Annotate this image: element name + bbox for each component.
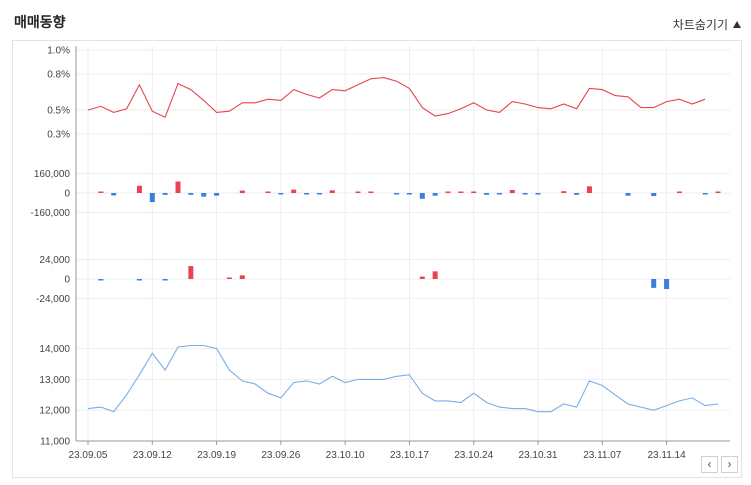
institution-bar (509, 189, 515, 193)
chevron-left-icon: ‹ (707, 457, 712, 471)
price-tick-label: 11,000 (40, 437, 70, 448)
ratio-series-line (87, 77, 706, 118)
foreign-bar (664, 279, 670, 290)
institution-bar (419, 193, 425, 199)
institution-bar (175, 181, 181, 193)
hide-chart-label: 차트숨기기 (672, 18, 728, 32)
x-tick-label: 23.10.17 (390, 450, 429, 461)
institution-bar (574, 193, 580, 195)
x-tick-label: 23.11.07 (583, 450, 622, 461)
institution-bar (458, 191, 464, 193)
institution-bar (471, 191, 477, 193)
foreign-bar (239, 275, 245, 279)
institution-bar (136, 185, 142, 193)
foreign-bar (432, 271, 438, 279)
institution-bar (304, 193, 310, 195)
chart-frame (12, 40, 742, 478)
chevron-right-icon: › (727, 457, 732, 471)
institution-bar (535, 193, 541, 195)
institution-tick-label: -160,000 (31, 208, 71, 219)
institution-bar (484, 193, 490, 195)
institution-bar (239, 190, 245, 193)
ratio-tick-label: 0.8% (47, 70, 70, 81)
foreign-bar (651, 279, 657, 288)
price-tick-label: 13,000 (39, 375, 70, 386)
foreign-bar (162, 279, 168, 281)
institution-bar (188, 193, 194, 195)
institution-bar (676, 191, 682, 193)
institution-bar (561, 191, 567, 193)
foreign-tick-label: 24,000 (39, 255, 70, 266)
institution-bar (522, 193, 528, 195)
foreign-bar (419, 276, 425, 279)
institution-bar (355, 191, 361, 193)
institution-bar (702, 193, 708, 195)
institution-bar (278, 193, 284, 195)
foreign-bar (188, 266, 194, 279)
ratio-tick-label: 0.3% (47, 130, 70, 141)
next-button[interactable]: › (721, 456, 738, 473)
price-tick-label: 14,000 (39, 344, 70, 355)
institution-bar (214, 193, 220, 196)
x-tick-label: 23.09.26 (261, 450, 300, 461)
ratio-tick-label: 1.0% (47, 46, 70, 57)
triangle-up-icon (733, 21, 741, 28)
foreign-bar (98, 279, 104, 281)
institution-bar (625, 193, 631, 196)
institution-bar (316, 193, 322, 195)
institution-bar (111, 193, 117, 196)
x-tick-label: 23.10.31 (519, 450, 558, 461)
institution-bar (715, 191, 721, 193)
institution-bar (98, 191, 104, 193)
institution-bar (201, 193, 207, 197)
page-title: 매매동향 (14, 14, 66, 30)
institution-bar (651, 193, 657, 197)
institution-tick-label: 160,000 (34, 169, 71, 180)
institution-bar (149, 193, 155, 203)
ratio-tick-label: 0.5% (47, 106, 70, 117)
institution-bar (368, 191, 374, 193)
institution-bar (265, 191, 271, 193)
x-tick-label: 23.09.19 (197, 450, 236, 461)
institution-bar (586, 186, 592, 193)
hide-chart-toggle[interactable]: 차트숨기기 (673, 16, 741, 33)
prev-button[interactable]: ‹ (701, 456, 718, 473)
institution-bar (291, 189, 297, 193)
institution-tick-label: 0 (64, 189, 70, 200)
price-series-line (87, 344, 719, 413)
x-tick-label: 23.10.24 (454, 450, 493, 461)
institution-bar (329, 190, 335, 193)
foreign-tick-label: 0 (64, 275, 70, 286)
x-tick-label: 23.11.14 (647, 450, 686, 461)
x-tick-label: 23.09.12 (133, 450, 172, 461)
institution-bar (406, 193, 412, 195)
institution-bar (445, 191, 451, 193)
foreign-bar (136, 279, 142, 281)
price-tick-label: 12,000 (39, 406, 70, 417)
institution-bar (162, 193, 168, 195)
x-tick-label: 23.09.05 (69, 450, 108, 461)
institution-bar (394, 193, 400, 195)
foreign-bar (226, 277, 232, 279)
institution-bar (496, 193, 502, 195)
x-tick-label: 23.10.10 (326, 450, 365, 461)
institution-bar (432, 193, 438, 196)
foreign-tick-label: -24,000 (36, 294, 70, 305)
